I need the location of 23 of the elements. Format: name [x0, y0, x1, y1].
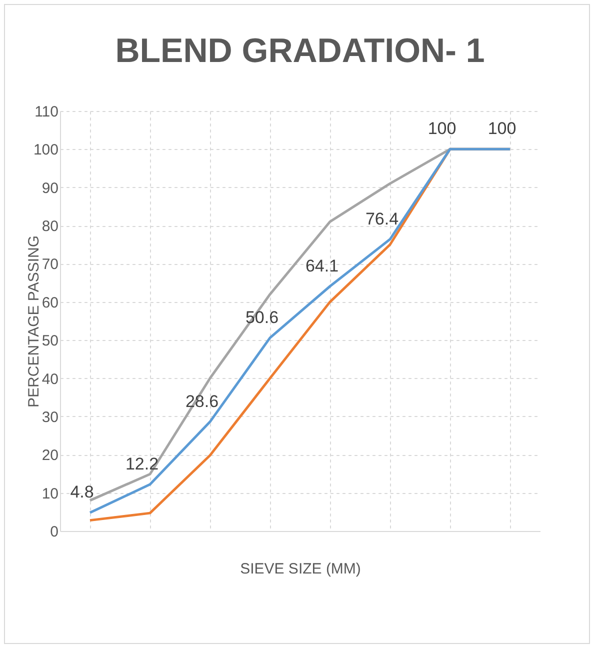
- y-tick-label: 90: [42, 180, 58, 197]
- y-tick-label: 30: [42, 408, 58, 426]
- x-axis-title: SIEVE SIZE (MM): [240, 560, 361, 578]
- data-label: 50.6: [245, 308, 279, 327]
- chart-title: BLEND GRADATION- 1: [115, 32, 485, 70]
- y-tick-label: 70: [42, 256, 58, 274]
- y-tick-label: 10: [42, 485, 58, 502]
- y-tick-label: 20: [42, 447, 58, 464]
- y-tick-label: 110: [34, 104, 58, 120]
- y-tick-label: 100: [33, 142, 58, 159]
- data-label: 100: [488, 119, 516, 138]
- data-label: 12.2: [125, 454, 159, 474]
- y-tick-label: 60: [42, 294, 58, 312]
- data-label: 4.8: [70, 482, 94, 502]
- data-label: 100: [428, 119, 456, 138]
- y-tick-label: 0: [50, 524, 58, 540]
- data-label: 76.4: [365, 209, 399, 228]
- y-tick-label: 50: [42, 332, 58, 350]
- y-axis-title: PERCENTAGE PASSING: [25, 236, 42, 408]
- data-label: 28.6: [185, 392, 219, 411]
- data-label: 64.1: [305, 256, 339, 276]
- y-tick-label: 40: [42, 370, 58, 388]
- y-tick-label: 80: [42, 218, 58, 236]
